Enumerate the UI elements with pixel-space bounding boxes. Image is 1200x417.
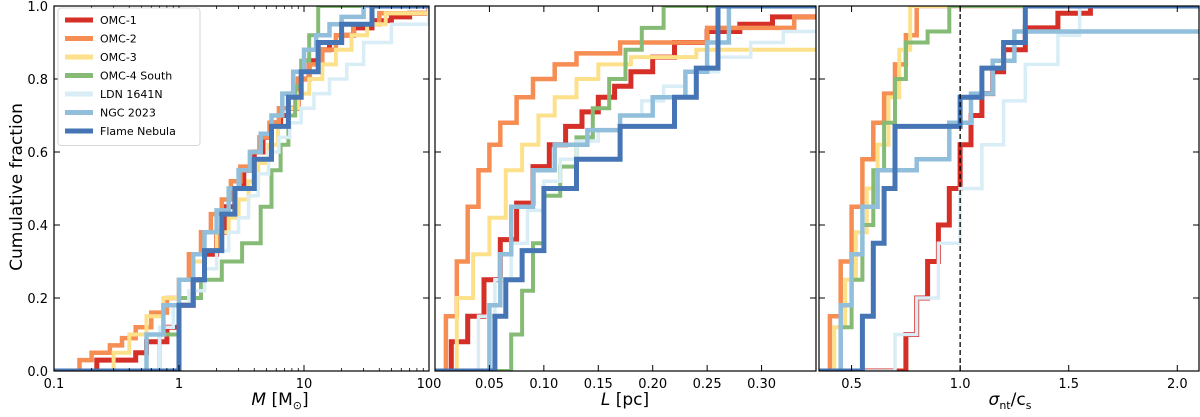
- legend-label: OMC-4 South: [100, 70, 172, 83]
- legend-label: OMC-3: [100, 51, 137, 64]
- series-line-ngc-2023: [54, 6, 429, 371]
- y-tick-label: 0.8: [27, 73, 48, 88]
- legend-label: LDN 1641N: [100, 88, 163, 101]
- x-tick-label: 2.0: [1167, 377, 1188, 392]
- y-axis-label: Cumulative fraction: [7, 103, 27, 271]
- x-tick-label: 0.05: [475, 377, 504, 392]
- x-tick-label: 0.25: [693, 377, 722, 392]
- x-tick-label: 100: [417, 377, 442, 392]
- series-line-omc-4-south: [819, 6, 1199, 371]
- x-tick-label: 10: [296, 377, 313, 392]
- series-line-ldn-1641n: [819, 6, 1199, 371]
- x-tick-label: 0.1: [44, 377, 65, 392]
- legend-label: OMC-2: [100, 33, 137, 46]
- legend: OMC-1 OMC-2 OMC-3 OMC-4 South LDN 1641N NGC 2…: [57, 7, 201, 146]
- mass-panel: 0.1 1 10 1000.00.20.40.60.81.0OMC-1OMC-2OMC…: [27, 0, 441, 392]
- y-tick-label: 0.0: [27, 365, 48, 380]
- panel-frame: [53, 5, 430, 372]
- x-tick-label: 1.5: [1058, 377, 1079, 392]
- series-line-flame-nebula: [819, 6, 1199, 371]
- series-lines: [54, 6, 429, 371]
- length-axis-label: L [pc]: [601, 390, 649, 410]
- y-tick-label: 0.2: [27, 292, 48, 307]
- series-line-omc-3: [435, 47, 816, 371]
- x-tick-label: 1: [175, 377, 183, 392]
- sigma-axis-label: σnt/cs: [989, 390, 1032, 412]
- x-tick-label: 0.30: [747, 377, 776, 392]
- legend-box: [57, 7, 201, 146]
- panel-frame: [818, 5, 1200, 372]
- x-tick-label: 0.5: [841, 377, 862, 392]
- x-tick-label: 1.0: [950, 377, 971, 392]
- velocity-dispersion-panel: 0.5 1.0 1.5 2.0: [818, 5, 1200, 392]
- x-tick-label: 0.20: [638, 377, 667, 392]
- mass-axis-label: M [M⊙]: [251, 390, 308, 412]
- x-tick-label: 0.15: [584, 377, 613, 392]
- series-line-flame-nebula: [54, 6, 429, 371]
- y-tick-label: 0.6: [27, 146, 48, 161]
- y-tick-label: 0.4: [27, 219, 48, 234]
- length-panel: 0.05 0.10 0.15 0.20 0.25 0.30: [434, 5, 817, 392]
- legend-label: NGC 2023: [100, 107, 156, 120]
- series-line-omc-2: [435, 14, 816, 371]
- series-line-ngc-2023: [819, 29, 1199, 371]
- series-line-ldn-1641n: [435, 29, 816, 371]
- series-lines: [819, 6, 1199, 371]
- series-lines: [435, 6, 816, 371]
- series-line-flame-nebula: [435, 6, 816, 371]
- x-tick-label: 0.10: [529, 377, 558, 392]
- legend-label: Flame Nebula: [100, 125, 176, 138]
- legend-label: OMC-1: [100, 14, 137, 27]
- y-tick-label: 1.0: [27, 0, 48, 15]
- panel-frame: [434, 5, 817, 372]
